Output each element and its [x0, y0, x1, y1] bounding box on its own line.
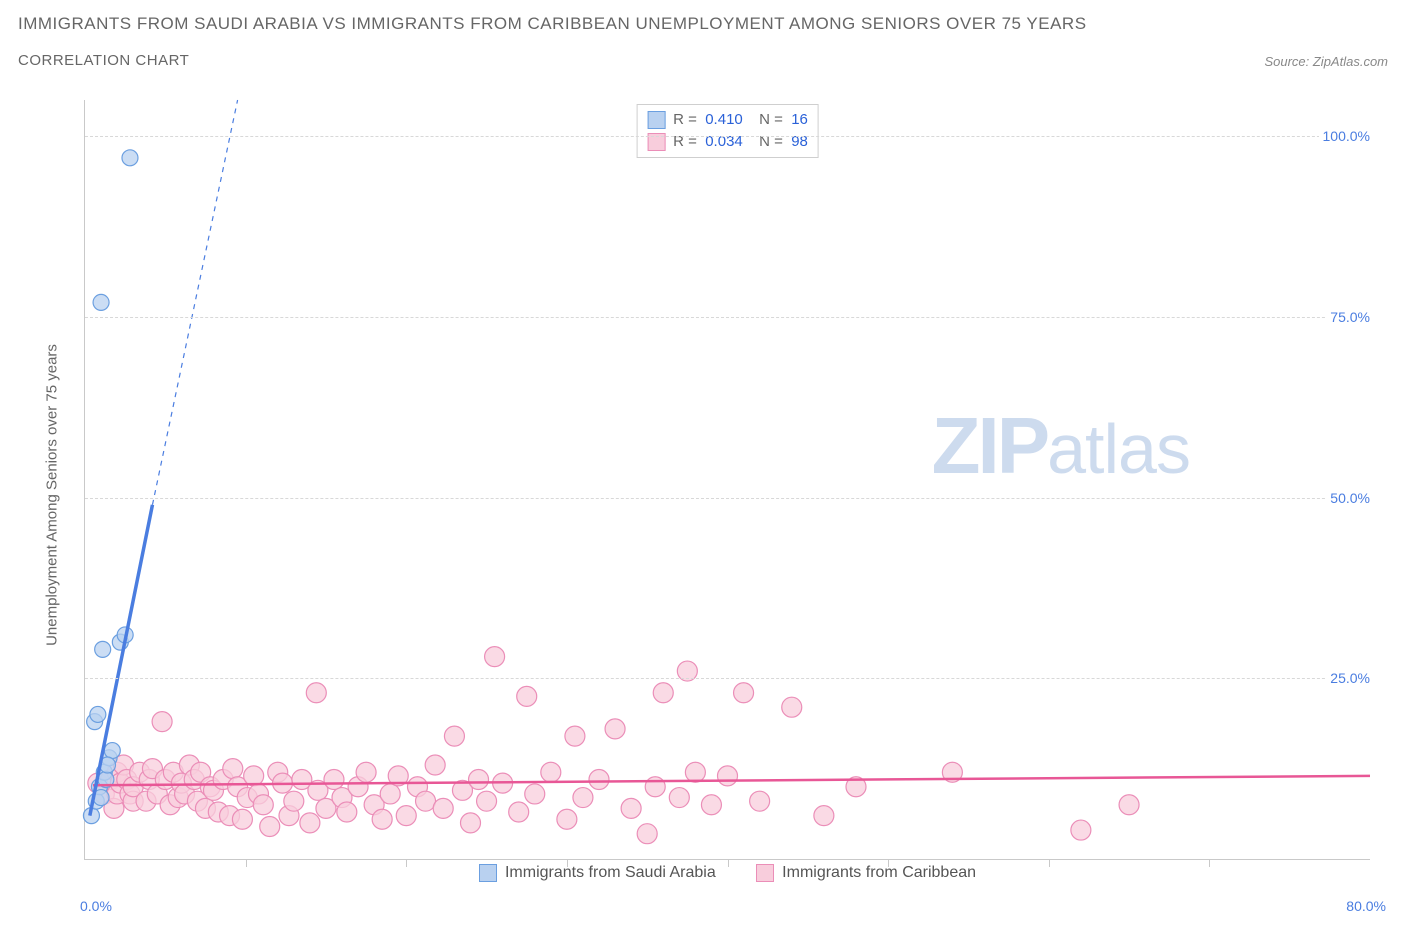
- data-point: [469, 769, 489, 789]
- y-tick-label: 100.0%: [1319, 128, 1374, 144]
- data-point: [152, 712, 172, 732]
- data-point: [337, 802, 357, 822]
- data-point: [477, 791, 497, 811]
- data-point: [750, 791, 770, 811]
- x-axis-end: 80.0%: [1346, 898, 1386, 914]
- data-point: [621, 798, 641, 818]
- data-point: [284, 791, 304, 811]
- data-point: [444, 726, 464, 746]
- data-point: [90, 706, 106, 722]
- x-tick: [1049, 859, 1050, 867]
- data-point: [814, 806, 834, 826]
- chart-title: IMMIGRANTS FROM SAUDI ARABIA VS IMMIGRAN…: [18, 14, 1388, 34]
- data-point: [306, 683, 326, 703]
- data-point: [461, 813, 481, 833]
- data-point: [433, 798, 453, 818]
- data-point: [122, 150, 138, 166]
- data-point: [605, 719, 625, 739]
- data-point: [525, 784, 545, 804]
- data-point: [425, 755, 445, 775]
- data-point: [485, 647, 505, 667]
- data-point: [104, 743, 120, 759]
- data-point: [557, 809, 577, 829]
- series-legend: Immigrants from Saudi Arabia Immigrants …: [85, 864, 1370, 887]
- data-point: [380, 784, 400, 804]
- data-point: [653, 683, 673, 703]
- data-point: [95, 641, 111, 657]
- chart-subtitle: CORRELATION CHART: [18, 52, 189, 69]
- y-tick-label: 25.0%: [1326, 670, 1374, 686]
- chart-area: Unemployment Among Seniors over 75 years…: [60, 100, 1390, 890]
- y-axis-title: Unemployment Among Seniors over 75 years: [44, 344, 61, 646]
- data-point: [734, 683, 754, 703]
- gridline: [85, 678, 1370, 679]
- data-point: [232, 809, 252, 829]
- data-point: [541, 762, 561, 782]
- data-point: [782, 697, 802, 717]
- data-point: [356, 762, 376, 782]
- scatter-svg: [85, 100, 1370, 859]
- data-point: [589, 769, 609, 789]
- y-tick-label: 75.0%: [1326, 309, 1374, 325]
- data-point: [685, 762, 705, 782]
- data-point: [1119, 795, 1139, 815]
- legend-swatch-1: [479, 864, 497, 882]
- x-tick: [1209, 859, 1210, 867]
- data-point: [1071, 820, 1091, 840]
- data-point: [324, 769, 344, 789]
- x-tick: [246, 859, 247, 867]
- data-point: [300, 813, 320, 833]
- x-axis-start: 0.0%: [80, 898, 112, 914]
- data-point: [645, 777, 665, 797]
- x-tick: [567, 859, 568, 867]
- data-point: [372, 809, 392, 829]
- legend-label-2: Immigrants from Caribbean: [782, 864, 976, 882]
- data-point: [416, 791, 436, 811]
- gridline: [85, 498, 1370, 499]
- gridline: [85, 317, 1370, 318]
- data-point: [718, 766, 738, 786]
- legend-label-1: Immigrants from Saudi Arabia: [505, 864, 716, 882]
- data-point: [260, 816, 280, 836]
- data-point: [93, 294, 109, 310]
- data-point: [509, 802, 529, 822]
- legend-swatch-2: [756, 864, 774, 882]
- x-tick: [888, 859, 889, 867]
- data-point: [253, 795, 273, 815]
- source-label: Source: ZipAtlas.com: [1264, 54, 1388, 69]
- data-point: [701, 795, 721, 815]
- data-point: [637, 824, 657, 844]
- data-point: [223, 759, 243, 779]
- data-point: [669, 788, 689, 808]
- data-point: [573, 788, 593, 808]
- y-tick-label: 50.0%: [1326, 490, 1374, 506]
- x-tick: [728, 859, 729, 867]
- data-point: [565, 726, 585, 746]
- data-point: [396, 806, 416, 826]
- data-point: [517, 686, 537, 706]
- gridline: [85, 136, 1370, 137]
- x-tick: [406, 859, 407, 867]
- plot-area: ZIPatlas R = 0.410 N = 16 R = 0.034 N = …: [84, 100, 1370, 860]
